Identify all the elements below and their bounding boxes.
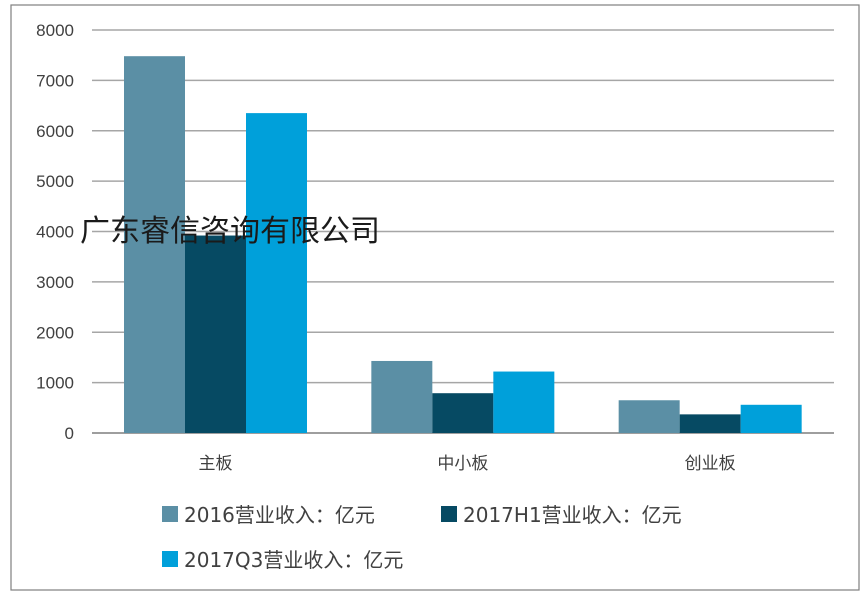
- y-tick-label: 4000: [36, 223, 74, 242]
- legend-swatch: [441, 506, 457, 522]
- bar-0-2: [246, 113, 307, 434]
- bar-0-1: [185, 235, 246, 433]
- legend-label: 2016营业收入：亿元: [184, 503, 375, 527]
- category-label: 主板: [199, 454, 233, 474]
- bar-2-1: [679, 414, 741, 433]
- bar-0-0: [124, 56, 185, 433]
- y-tick-label: 8000: [36, 21, 74, 40]
- bar-1-1: [432, 393, 494, 433]
- category-label: 中小板: [437, 454, 488, 474]
- y-tick-label: 0: [65, 424, 74, 443]
- category-label: 创业板: [685, 454, 736, 474]
- y-tick-label: 6000: [36, 122, 74, 141]
- bar-2-2: [740, 404, 802, 433]
- x-axis-category-labels: 主板 中小板 创业板: [199, 454, 736, 474]
- y-tick-label: 7000: [36, 71, 74, 90]
- y-tick-label: 3000: [36, 273, 74, 292]
- bar-2-0: [618, 400, 680, 433]
- y-axis-tick-labels: 0 1000 2000 3000 4000 5000 6000 7000 8000: [36, 21, 74, 443]
- watermark-text: 广东睿信咨询有限公司: [80, 214, 380, 249]
- legend-swatch: [162, 551, 178, 567]
- bars: [124, 56, 802, 434]
- legend-label: 2017Q3营业收入：亿元: [184, 548, 403, 572]
- y-tick-label: 2000: [36, 323, 74, 342]
- y-tick-label: 1000: [36, 374, 74, 393]
- bar-1-2: [493, 371, 555, 433]
- legend-swatch: [162, 506, 178, 522]
- legend-label: 2017H1营业收入：亿元: [463, 503, 682, 527]
- legend: 2016营业收入：亿元 2017H1营业收入：亿元 2017Q3营业收入：亿元: [162, 503, 682, 572]
- bar-1-0: [371, 360, 433, 433]
- y-tick-label: 5000: [36, 172, 74, 191]
